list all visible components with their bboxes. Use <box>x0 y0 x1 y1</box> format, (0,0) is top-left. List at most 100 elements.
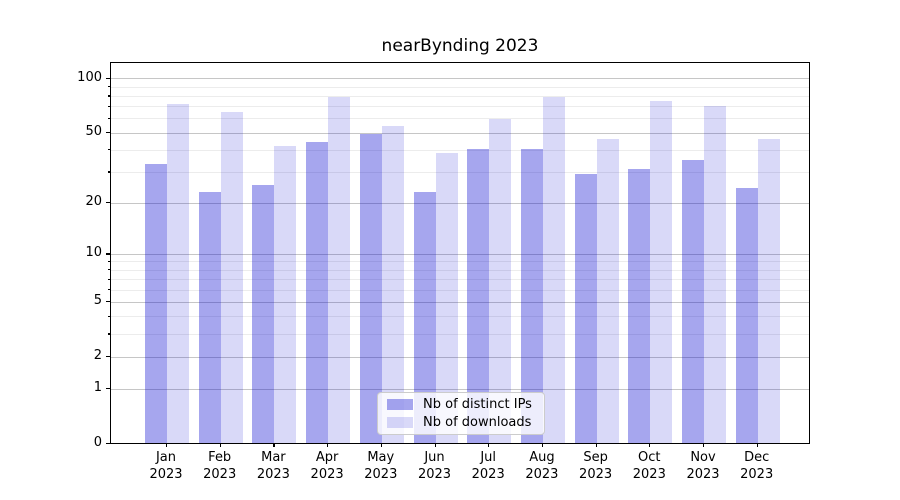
legend-item-distinct-ips: Nb of distinct IPs <box>378 395 544 413</box>
bar-downloads <box>489 119 512 443</box>
y-tick-mark <box>105 132 110 134</box>
y-tick-mark <box>105 77 110 80</box>
y-tick-mark <box>105 356 110 358</box>
x-tick-mark <box>166 443 168 447</box>
y-minor-tick-mark <box>107 105 110 108</box>
gridline-minor <box>111 269 809 271</box>
x-tick-mark <box>380 443 382 447</box>
bar-distinct-ips <box>413 191 436 443</box>
x-tick-mark <box>273 443 275 447</box>
gridline-major <box>111 78 809 80</box>
gridline-minor <box>111 118 809 120</box>
bar-distinct-ips <box>198 191 221 443</box>
legend-swatch-distinct-ips <box>387 398 413 410</box>
x-tick-label: Mar 2023 <box>256 450 290 482</box>
x-tick-label: Nov 2023 <box>686 450 720 482</box>
y-minor-tick-mark <box>107 278 110 280</box>
plot-area <box>110 62 810 444</box>
gridline-minor <box>111 333 809 335</box>
y-tick-mark <box>105 253 110 255</box>
y-tick-mark <box>105 443 110 445</box>
chart-title: nearBynding 2023 <box>381 36 539 56</box>
y-minor-tick-mark <box>107 149 110 151</box>
legend-label-downloads: Nb of downloads <box>423 415 532 431</box>
x-tick-mark <box>541 443 544 447</box>
x-tick-mark <box>756 443 758 447</box>
bar-distinct-ips <box>628 168 651 443</box>
x-tick-label: Jul 2023 <box>471 450 505 482</box>
y-minor-tick-mark <box>107 86 110 88</box>
bar-distinct-ips <box>306 141 329 443</box>
x-tick-mark <box>219 443 221 447</box>
y-tick-mark <box>105 202 110 204</box>
bar-downloads <box>542 97 565 443</box>
gridline-minor <box>111 95 809 97</box>
gridline-minor <box>111 149 809 151</box>
bar-distinct-ips <box>735 188 758 443</box>
gridline-major <box>111 202 809 204</box>
gridline-minor <box>111 289 809 291</box>
gridline-major <box>111 253 809 255</box>
gridline-minor <box>111 261 809 263</box>
gridline-major <box>111 301 809 303</box>
x-tick-mark <box>595 443 597 447</box>
bar-downloads <box>328 97 351 443</box>
bar-downloads <box>650 100 673 443</box>
bar-distinct-ips <box>145 164 167 443</box>
x-tick-mark <box>434 443 436 447</box>
gridline-minor <box>111 86 809 88</box>
bar-downloads <box>381 126 404 443</box>
bar-distinct-ips <box>682 159 704 443</box>
y-minor-tick-mark <box>107 95 110 97</box>
bar-downloads <box>220 111 243 443</box>
gridline-minor <box>111 171 809 173</box>
gridline-major <box>111 356 809 358</box>
y-tick-label: 5 <box>93 293 102 309</box>
y-tick-label: 20 <box>85 194 102 210</box>
y-tick-label: 100 <box>77 69 102 85</box>
bar-downloads <box>757 138 780 443</box>
bar-downloads <box>704 105 726 443</box>
y-tick-mark <box>105 388 110 390</box>
y-minor-tick-mark <box>107 289 110 291</box>
bar-distinct-ips <box>520 149 543 443</box>
legend-swatch-downloads <box>387 417 413 429</box>
y-tick-label: 0 <box>93 435 102 450</box>
bar-distinct-ips <box>467 149 490 443</box>
x-tick-mark <box>488 443 490 447</box>
legend-label-distinct-ips: Nb of distinct IPs <box>423 396 532 412</box>
gridline-minor <box>111 106 809 108</box>
bar-downloads <box>167 103 189 443</box>
bar-distinct-ips <box>574 174 597 443</box>
y-minor-tick-mark <box>107 117 110 120</box>
x-tick-label: Apr 2023 <box>310 450 344 482</box>
x-tick-mark <box>703 443 705 447</box>
y-tick-mark <box>105 301 110 303</box>
x-tick-label: Sep 2023 <box>579 450 613 482</box>
y-minor-tick-mark <box>107 333 110 335</box>
gridline-major <box>111 388 809 390</box>
x-tick-label: Aug 2023 <box>525 450 559 482</box>
x-tick-label: Oct 2023 <box>632 450 666 482</box>
y-minor-tick-mark <box>107 260 110 263</box>
y-minor-tick-mark <box>107 171 110 173</box>
x-tick-mark <box>649 443 651 447</box>
x-tick-label: Feb 2023 <box>203 450 237 482</box>
y-minor-tick-mark <box>107 269 110 271</box>
x-tick-label: Jun 2023 <box>417 450 452 482</box>
bar-downloads <box>274 145 297 443</box>
x-tick-label: Dec 2023 <box>740 450 774 482</box>
y-tick-label: 1 <box>93 380 102 396</box>
bar-distinct-ips <box>252 185 275 443</box>
gridline-major <box>111 132 809 134</box>
y-tick-label: 2 <box>93 348 102 364</box>
legend-item-downloads: Nb of downloads <box>378 414 544 432</box>
bar-distinct-ips <box>359 133 382 443</box>
x-tick-mark <box>327 443 329 447</box>
gridline-minor <box>111 316 809 318</box>
y-tick-label: 50 <box>85 124 102 140</box>
legend: Nb of distinct IPs Nb of downloads <box>377 392 545 435</box>
bar-downloads <box>596 138 619 443</box>
x-tick-label: May 2023 <box>364 450 398 482</box>
